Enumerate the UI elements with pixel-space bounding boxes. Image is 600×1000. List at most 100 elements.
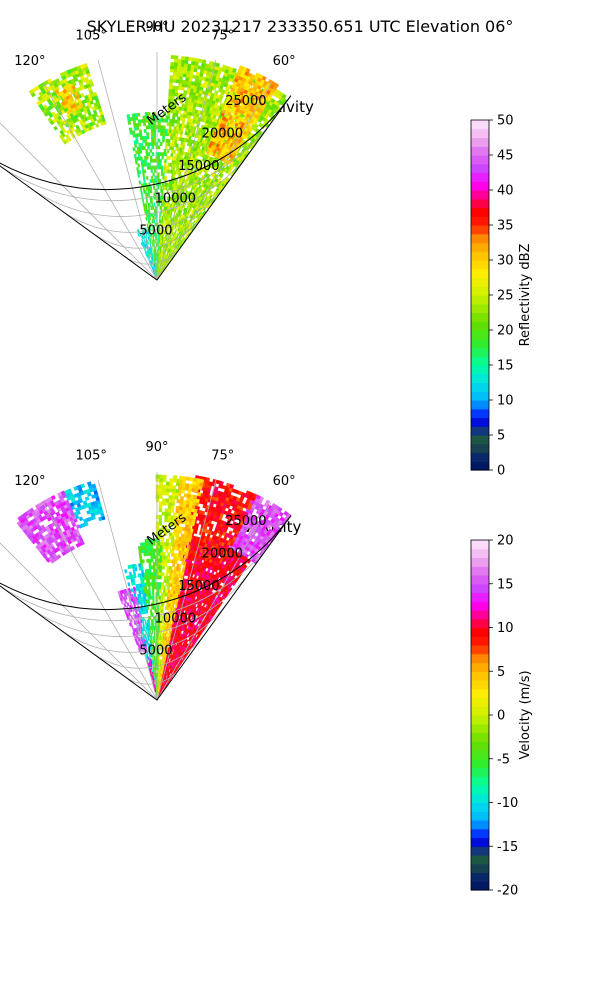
radar-gate — [192, 220, 196, 225]
range-tick-label: 15000 — [178, 159, 219, 174]
radar-gate — [171, 115, 176, 120]
radar-gate — [176, 150, 180, 155]
radar-gate — [133, 153, 137, 158]
radar-gate — [136, 170, 140, 175]
radar-gate — [176, 72, 181, 77]
radar-gate — [151, 145, 155, 150]
radar-gate — [172, 75, 177, 80]
colorbar-segment — [471, 365, 489, 375]
radar-gate — [151, 219, 154, 224]
radar-gate — [179, 133, 183, 138]
radar-gate — [154, 256, 156, 261]
radar-gate — [157, 145, 161, 150]
radar-gate — [174, 225, 177, 230]
radar-gate — [152, 216, 154, 220]
radar-gate — [140, 162, 144, 168]
radar-gate — [157, 155, 161, 160]
radar-gate — [135, 136, 139, 141]
radar-gate — [173, 58, 179, 63]
radar-gate — [161, 216, 164, 221]
colorbar-tick-label: 15 — [497, 359, 514, 374]
radar-gate — [145, 149, 149, 154]
radar-gate — [159, 205, 162, 210]
radar-gate — [200, 174, 205, 180]
radar-gate — [154, 205, 157, 210]
colorbar-segment — [471, 321, 489, 331]
radar-gate — [151, 239, 154, 244]
radar-gate — [154, 259, 157, 264]
radar-gate — [165, 213, 168, 218]
radar-gate — [160, 172, 164, 177]
radar-gate — [160, 128, 164, 133]
radar-gate — [158, 249, 160, 254]
radar-gate — [162, 185, 165, 190]
radar-gate — [95, 123, 100, 128]
radar-gate — [142, 122, 147, 127]
colorbar-segment — [471, 146, 489, 156]
colorbar-segment — [471, 163, 489, 174]
radar-gate — [181, 560, 185, 566]
colorbar-segment — [471, 260, 489, 270]
colorbar-segment — [471, 128, 489, 139]
radar-gate — [175, 226, 179, 231]
radar-gate — [161, 155, 164, 160]
colorbar-tick-label: 10 — [497, 394, 514, 409]
radar-gate — [138, 129, 143, 134]
colorbar-segment — [471, 242, 489, 252]
radar-gate — [164, 159, 167, 164]
colorbar-segment — [471, 312, 489, 322]
radar-gate — [172, 72, 177, 77]
colorbar-segment — [471, 400, 489, 410]
radar-gate — [174, 55, 179, 60]
radar-gate — [181, 55, 186, 61]
radar-gate — [132, 133, 136, 138]
radar-gate — [153, 138, 157, 143]
radar-gate — [161, 152, 165, 157]
radar-gate — [157, 172, 160, 177]
radar-gate — [171, 159, 175, 164]
colorbar-segment — [471, 233, 489, 244]
colorbar-tick-label: 5 — [497, 429, 505, 444]
radar-gate — [179, 144, 184, 149]
colorbar-segment — [471, 382, 489, 392]
radar-gate — [150, 128, 154, 133]
radar-gate — [157, 252, 159, 257]
radar-gate — [145, 152, 149, 157]
radar-gate — [166, 155, 169, 160]
radar-gate — [163, 165, 167, 170]
radar-gate — [157, 263, 159, 267]
radar-gate — [157, 128, 161, 133]
radar-gate — [168, 91, 173, 97]
radar-gate — [145, 216, 148, 221]
radar-gate — [154, 168, 157, 173]
figure-suptitle: SKYLER-HU 20231217 233350.651 UTC Elevat… — [87, 17, 514, 36]
radar-gate — [171, 85, 176, 90]
radar-gate — [149, 243, 152, 248]
radar-gate — [163, 162, 167, 167]
radar-gate — [134, 160, 138, 165]
radar-gate — [163, 206, 166, 211]
radar-gate — [168, 88, 173, 93]
radar-gate — [174, 229, 178, 234]
radar-gate — [153, 135, 157, 140]
radar-gate — [212, 478, 218, 484]
radar-gate — [170, 61, 175, 66]
radar-gate — [147, 206, 150, 211]
radar-gate — [177, 58, 182, 64]
radar-gate — [165, 138, 169, 143]
radar-gate — [157, 178, 160, 183]
radar-gate — [173, 68, 178, 73]
radar-gate — [170, 166, 174, 171]
radar-echo-layer — [16, 474, 292, 701]
radar-gate — [157, 249, 159, 254]
radar-gate — [169, 118, 173, 124]
radar-gate — [196, 492, 202, 497]
radar-gate — [162, 212, 165, 217]
radar-gate — [153, 158, 157, 163]
radar-gate — [149, 155, 153, 160]
radar-gate — [195, 71, 201, 77]
radar-gate — [169, 145, 172, 151]
colorbar-segment — [471, 216, 489, 226]
radar-gate — [150, 206, 153, 210]
radar-gate — [149, 148, 153, 153]
